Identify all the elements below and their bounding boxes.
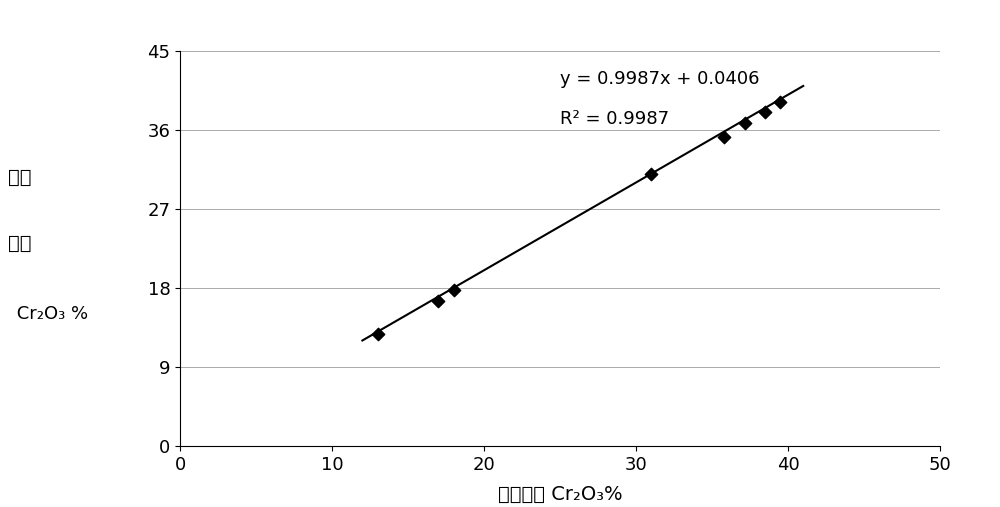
Text: 荧光: 荧光 (8, 168, 32, 187)
Point (370, 330, 386, 338)
X-axis label: 化学分析 Cr₂O₃%: 化学分析 Cr₂O₃% (498, 485, 622, 504)
Point (716, 133, 732, 141)
Text: 分析: 分析 (8, 234, 32, 253)
Point (757, 108, 773, 116)
Point (643, 170, 659, 178)
Text: Cr₂O₃ %: Cr₂O₃ % (11, 305, 89, 323)
Point (430, 297, 446, 305)
Point (772, 98, 788, 106)
Point (737, 119, 753, 127)
Text: R² = 0.9987: R² = 0.9987 (560, 110, 669, 128)
Text: y = 0.9987x + 0.0406: y = 0.9987x + 0.0406 (560, 70, 760, 89)
Point (446, 285, 462, 294)
